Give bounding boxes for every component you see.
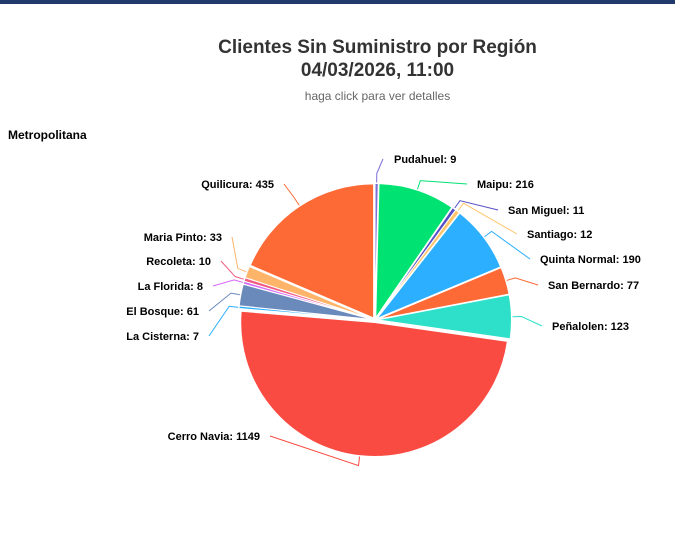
- connector-line: [220, 260, 244, 280]
- data-label[interactable]: Quinta Normal: 190: [540, 254, 641, 266]
- connector-line: [283, 183, 300, 206]
- connector-line: [212, 279, 243, 287]
- pie-slice-quinta-normal[interactable]: [375, 212, 502, 320]
- series-region-label: Metropolitana: [8, 128, 87, 142]
- pie-slice-maipu[interactable]: [375, 183, 453, 320]
- data-label[interactable]: Santiago: 12: [527, 229, 592, 241]
- chart-title-line-1: Clientes Sin Suministro por Región: [218, 37, 537, 58]
- connector-line: [208, 292, 240, 312]
- pie-slice-quilicura[interactable]: [249, 183, 375, 319]
- connector-line: [231, 236, 247, 273]
- data-label[interactable]: La Cisterna: 7: [126, 331, 199, 343]
- data-label[interactable]: Peñalolen: 123: [552, 321, 629, 333]
- pie-slice-santiago[interactable]: [376, 209, 460, 319]
- chart-title: Clientes Sin Suministro por Región 04/03…: [0, 36, 675, 82]
- connector-line: [208, 305, 239, 337]
- top-accent-bar: [0, 0, 675, 4]
- connector-line: [506, 277, 539, 286]
- connector-line: [484, 230, 531, 260]
- data-label[interactable]: Recoleta: 10: [146, 256, 211, 268]
- data-label[interactable]: Quilicura: 435: [201, 179, 274, 191]
- data-label[interactable]: Maria Pinto: 33: [144, 232, 222, 244]
- data-label[interactable]: San Miguel: 11: [508, 205, 584, 217]
- connector-line: [416, 180, 468, 190]
- connector-line: [457, 202, 518, 235]
- connector-line: [376, 158, 384, 183]
- pie-slice-san-bernardo[interactable]: [377, 267, 510, 320]
- data-label[interactable]: Maipu: 216: [477, 179, 534, 191]
- connector-line: [269, 435, 361, 467]
- connector-line: [512, 316, 543, 327]
- pie-slice-pudahuel[interactable]: [374, 182, 379, 318]
- data-label[interactable]: El Bosque: 61: [126, 306, 199, 318]
- chart-title-line-2: 04/03/2026, 11:00: [300, 60, 455, 81]
- data-label[interactable]: Pudahuel: 9: [394, 154, 456, 166]
- pie-slice-cerro-navia[interactable]: [240, 310, 508, 457]
- data-label[interactable]: San Bernardo: 77: [548, 280, 639, 292]
- pie-slice-maria-pinto[interactable]: [244, 265, 373, 320]
- pie-slice-peñalolen[interactable]: [377, 294, 512, 340]
- data-label[interactable]: La Florida: 8: [138, 281, 203, 293]
- data-label[interactable]: Cerro Navia: 1149: [168, 431, 260, 443]
- connector-line: [454, 200, 499, 211]
- chart-subtitle: haga click para ver detalles: [304, 89, 451, 103]
